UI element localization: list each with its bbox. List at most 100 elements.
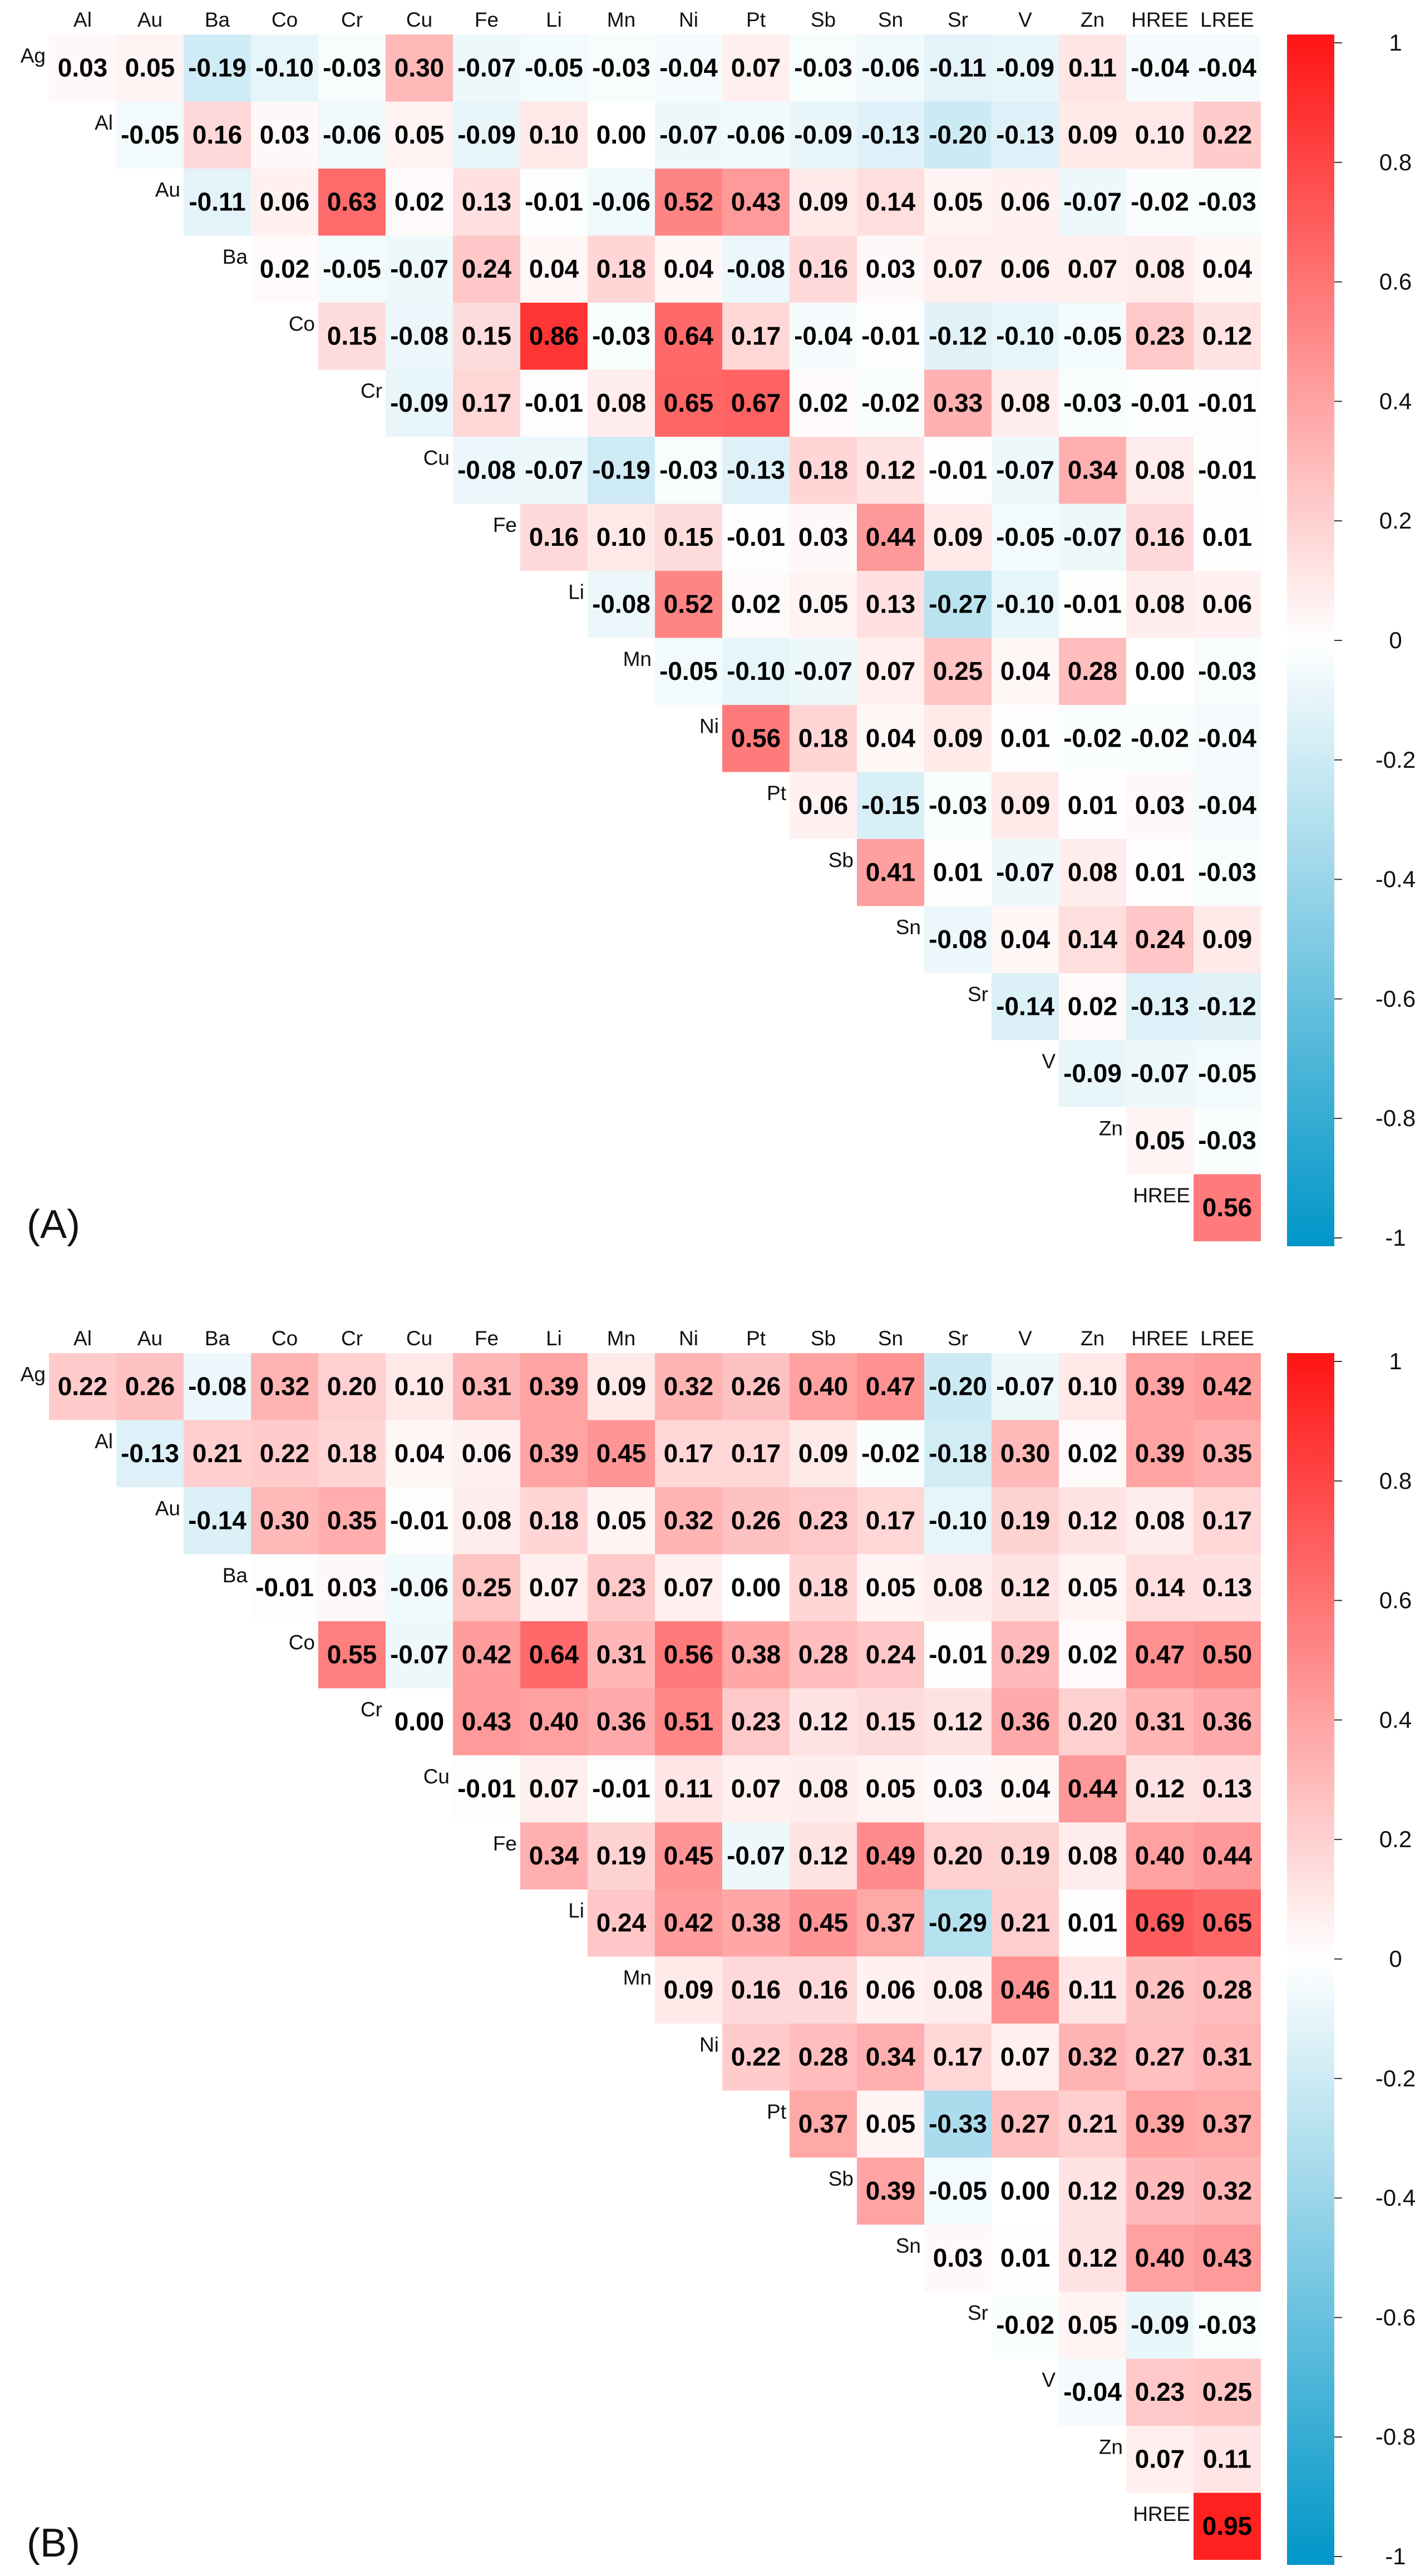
- cell-value: -0.02: [1063, 723, 1122, 752]
- colorbar-tick-label: -0.2: [1375, 747, 1416, 773]
- cell-value: 0.13: [1202, 1774, 1253, 1803]
- heatmap-cell: [857, 235, 924, 303]
- heatmap-cell: [318, 1487, 386, 1555]
- cell-value: 0.23: [596, 1573, 647, 1602]
- heatmap-cell: [857, 169, 924, 236]
- cell-value: -0.05: [323, 254, 381, 283]
- heatmap-cell: [49, 1353, 116, 1420]
- heatmap-cell: [1059, 1487, 1126, 1555]
- cell-value: 0.12: [1068, 1506, 1118, 1534]
- cell-value: 0.34: [866, 2042, 916, 2071]
- cell-value: -0.11: [929, 53, 986, 82]
- cell-value: 0.03: [58, 53, 108, 82]
- cell-value: 0.03: [798, 522, 849, 551]
- heatmap-cell: [722, 504, 790, 571]
- cell-value: 0.11: [1203, 2444, 1251, 2473]
- column-label: Al: [73, 1327, 92, 1350]
- heatmap-cell: [857, 1956, 924, 2024]
- cell-value: -0.18: [929, 1439, 987, 1468]
- heatmap-cell: [1059, 839, 1126, 906]
- heatmap-cell: [1059, 169, 1126, 236]
- cell-value: 0.00: [596, 120, 647, 149]
- heatmap-cell: [992, 1621, 1059, 1689]
- column-label: Sr: [948, 1327, 968, 1350]
- heatmap-cell: [1126, 2224, 1194, 2292]
- cell-value: 0.39: [1135, 2109, 1185, 2138]
- row-label: Ni: [699, 2033, 719, 2056]
- row-label: Ba: [223, 245, 248, 268]
- heatmap-cell: [655, 1420, 722, 1487]
- column-label: Li: [546, 8, 562, 31]
- heatmap-cell: [1059, 705, 1126, 772]
- heatmap-cell: [520, 1621, 588, 1689]
- heatmap-cell: [1126, 437, 1194, 504]
- cell-value: -0.29: [929, 1908, 987, 1937]
- heatmap-cell: [924, 906, 992, 973]
- heatmap-cell: [386, 1420, 453, 1487]
- row-label: Al: [95, 111, 113, 134]
- cell-value: 0.43: [462, 1707, 512, 1736]
- cell-value: 0.39: [529, 1371, 579, 1400]
- heatmap-cell: [924, 2024, 992, 2091]
- cell-value: 0.67: [731, 388, 781, 417]
- cell-value: 0.47: [866, 1371, 916, 1400]
- heatmap-cell: [722, 169, 790, 236]
- cell-value: 0.20: [1068, 1707, 1118, 1736]
- cell-value: 0.12: [798, 1707, 849, 1736]
- row-label: Fe: [493, 514, 517, 536]
- heatmap-cell: [722, 1688, 790, 1755]
- cell-value: -0.05: [996, 522, 1054, 551]
- cell-value: 0.07: [664, 1573, 714, 1602]
- heatmap-cell: [924, 1554, 992, 1621]
- cell-value: 0.39: [1135, 1439, 1185, 1468]
- heatmap-cell: [588, 1420, 655, 1487]
- heatmap-cell: [924, 571, 992, 638]
- cell-value: 0.16: [798, 1975, 849, 2004]
- cell-value: 0.36: [596, 1707, 647, 1736]
- cell-value: 0.08: [596, 388, 647, 417]
- cell-value: -0.08: [390, 321, 448, 350]
- heatmap-cell: [1194, 2024, 1261, 2091]
- heatmap-cell: [790, 1621, 857, 1689]
- cell-value: 0.03: [260, 120, 310, 149]
- column-label: Au: [137, 1327, 162, 1350]
- cell-value: 0.38: [731, 1908, 781, 1937]
- cell-value: 0.40: [1135, 1841, 1185, 1870]
- cell-value: 0.42: [462, 1640, 512, 1669]
- cell-value: 0.39: [866, 2176, 916, 2205]
- heatmap-cell: [1194, 303, 1261, 370]
- cell-value: 0.26: [1135, 1975, 1185, 2004]
- cell-value: 0.52: [664, 187, 714, 216]
- heatmap-cell: [1126, 1621, 1194, 1689]
- column-label: Fe: [475, 8, 499, 31]
- row-label: V: [1042, 1050, 1056, 1073]
- cell-value: -0.09: [1063, 1059, 1122, 1088]
- heatmap-cell: [655, 303, 722, 370]
- cell-value: -0.10: [929, 1506, 987, 1534]
- cell-value: 0.40: [529, 1707, 579, 1736]
- cell-value: 0.01: [1202, 522, 1253, 551]
- cell-value: 0.08: [1135, 455, 1185, 484]
- cell-value: 0.06: [1202, 589, 1253, 618]
- heatmap-cell: [318, 303, 386, 370]
- heatmap-cell: [924, 1956, 992, 2024]
- cell-value: 0.21: [1000, 1908, 1051, 1937]
- cell-value: 0.37: [866, 1908, 916, 1937]
- cell-value: -0.01: [525, 388, 583, 417]
- heatmap-cell: [318, 1554, 386, 1621]
- cell-value: 0.09: [798, 1439, 849, 1468]
- row-label: Sr: [968, 2301, 988, 2324]
- heatmap-cell: [386, 1621, 453, 1689]
- heatmap-cell: [1194, 571, 1261, 638]
- column-label: Sn: [878, 8, 903, 31]
- cell-value: 0.06: [462, 1439, 512, 1468]
- cell-value: 0.15: [462, 321, 512, 350]
- column-label: Cr: [341, 1327, 363, 1350]
- heatmap-cell: [992, 1889, 1059, 1957]
- heatmap-cell: [992, 504, 1059, 571]
- heatmap-cell: [992, 772, 1059, 839]
- cell-value: 0.05: [125, 53, 175, 82]
- cell-value: 0.10: [529, 120, 579, 149]
- heatmap-cell: [924, 437, 992, 504]
- heatmap-cell: [520, 1755, 588, 1823]
